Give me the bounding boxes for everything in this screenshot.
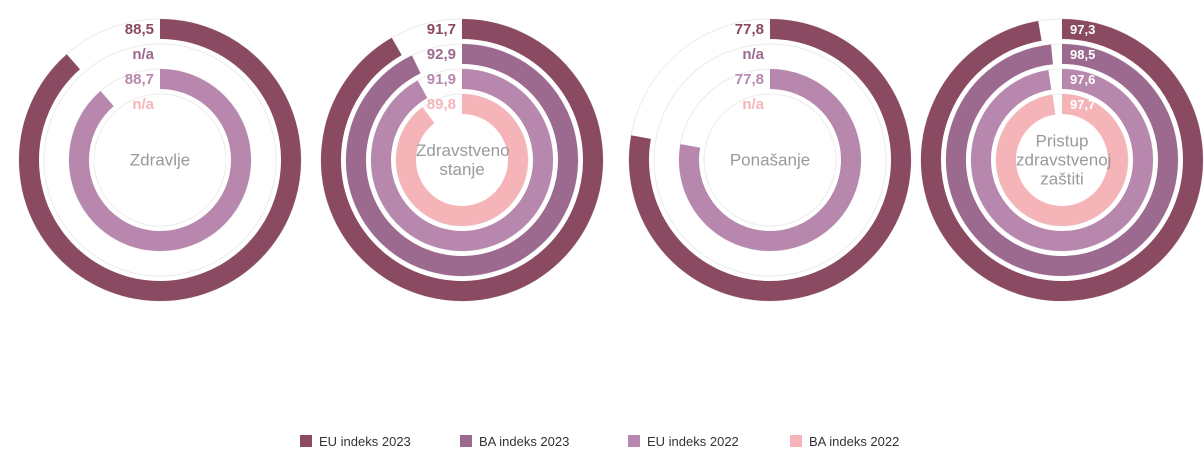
ring-bar (371, 69, 553, 251)
value-label: 98,5 (1070, 47, 1095, 62)
ring-bar (69, 69, 251, 251)
ring-track (43, 43, 277, 277)
value-label: 77,8 (735, 21, 764, 38)
value-label: 91,9 (427, 71, 456, 88)
ring-track (653, 43, 887, 277)
chart-center-label: Zdravstveno stanje (416, 141, 510, 179)
value-label: 97,7 (1070, 97, 1095, 112)
value-label: 92,9 (427, 46, 456, 63)
ring-bar (971, 69, 1153, 251)
ring-bar (321, 19, 603, 301)
value-label: 88,7 (125, 71, 154, 88)
ring-bar (679, 69, 861, 251)
value-label: n/a (742, 96, 764, 113)
chart-center-label: Ponašanje (729, 150, 811, 170)
value-label: n/a (742, 46, 764, 63)
value-label: 88,5 (125, 21, 154, 38)
legend-label: BA indeks 2023 (479, 434, 569, 449)
value-label: 91,7 (427, 21, 456, 38)
ring-bar (396, 94, 528, 226)
legend-swatch (300, 435, 312, 447)
value-label: 97,6 (1070, 72, 1095, 87)
ring-track (93, 93, 227, 227)
ring-bar (946, 44, 1178, 276)
value-label: n/a (132, 96, 154, 113)
chart-center-label: Pristup zdravstvenoj zaštiti (1016, 131, 1112, 189)
ring-bar (629, 19, 911, 301)
legend-swatch (460, 435, 472, 447)
value-label: n/a (132, 46, 154, 63)
value-label: 89,8 (427, 96, 456, 113)
legend-label: EU indeks 2023 (319, 434, 411, 449)
legend-label: BA indeks 2022 (809, 434, 899, 449)
ring-bar (346, 44, 578, 276)
ring-bar (19, 19, 301, 301)
ring-bar (995, 94, 1128, 226)
ring-bar (921, 19, 1203, 301)
ring-track (703, 93, 837, 227)
value-label: 77,8 (735, 71, 764, 88)
value-label: 97,3 (1070, 22, 1095, 37)
legend-label: EU indeks 2022 (647, 434, 739, 449)
chart-center-label: Zdravlje (129, 150, 191, 170)
legend-swatch (628, 435, 640, 447)
legend-swatch (790, 435, 802, 447)
